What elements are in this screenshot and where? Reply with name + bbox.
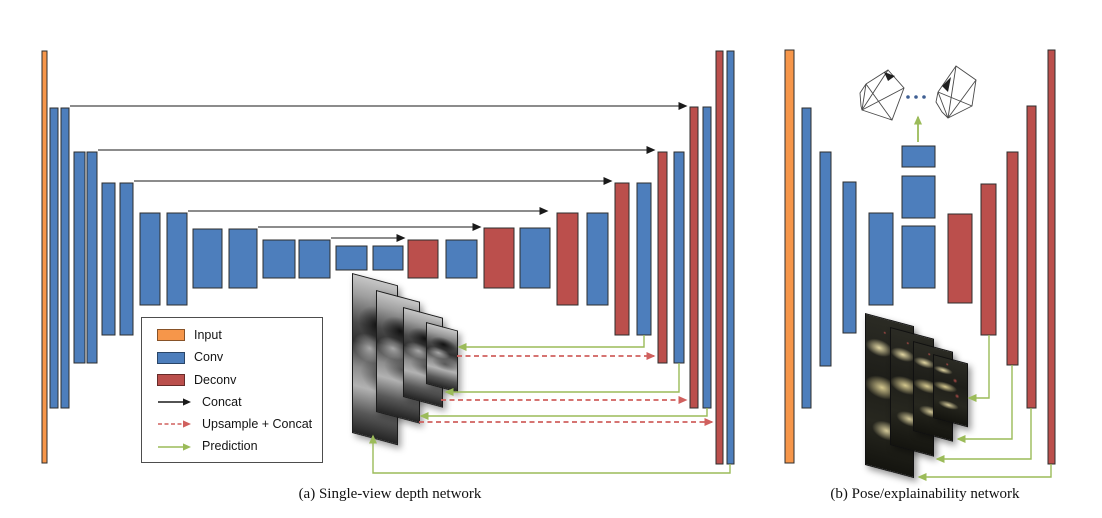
prediction-arrow [419,408,708,420]
conv-bar [673,151,685,364]
legend-item: Upsample + Concat [157,418,316,431]
conv-bar [49,107,59,409]
conv-bar [73,151,86,364]
conv-bar [101,182,116,336]
conv-bar [901,145,936,168]
legend-item: Conv [157,351,316,364]
conv-bar [119,182,134,336]
legend-item: Input [157,329,316,342]
deconv-bar [483,227,515,289]
conv-swatch [157,351,185,364]
deconv-bar [947,213,973,304]
prediction-arrow [917,464,1052,481]
deconv-bar [556,212,579,306]
conv-bar [60,107,70,409]
conv-bar [228,228,258,289]
conv-bar [819,151,832,367]
conv-bar [901,175,936,219]
depth-map-image [426,322,458,393]
legend-item: Deconv [157,374,316,387]
deconv-bar [1047,49,1056,465]
camera-frustum-icon [859,69,905,121]
caption-a: (a) Single-view depth network [298,486,482,502]
deconv-bar [614,182,630,336]
ellipsis-dot [914,95,918,99]
deconv-bar [407,239,439,279]
conv-bar [726,50,735,465]
conv-bar [586,212,609,306]
conv-bar [702,106,712,409]
input-swatch [157,329,185,342]
legend-item-label: Input [194,328,222,342]
camera-frustum-icon [935,65,977,119]
deconv-bar [657,151,668,364]
conv-bar [868,212,894,306]
deconv-bar [1006,151,1019,366]
conv-bar [192,228,223,289]
legend-item: Prediction [157,440,316,453]
legend-item: Concat [157,396,316,409]
deconv-swatch [157,373,185,386]
conv-bar [298,239,331,279]
conv-bar [335,245,368,271]
concat-arrow-icon [158,398,191,406]
deconv-bar [689,106,699,409]
explainability-mask-image [933,354,968,428]
prediction-arrow [369,434,731,474]
prediction-arrow [967,335,990,402]
deconv-bar [1026,105,1037,409]
conv-bar [636,182,652,336]
legend-item-label: Concat [202,394,242,409]
conv-bar [801,107,812,409]
conv-bar [86,151,98,364]
conv-bar [166,212,188,306]
legend-item-label: Conv [194,350,224,365]
ellipsis-dot [906,95,910,99]
upsample-arrow-icon [158,420,191,429]
conv-bar [372,245,404,271]
legend-item-label: Upsample + Concat [202,417,313,432]
conv-bar [139,212,161,306]
caption-b: (b) Pose/explainability network [830,486,1020,502]
conv-bar [262,239,296,279]
deconv-bar [980,183,997,336]
input-bar [784,49,795,464]
prediction-arrow-icon [158,443,191,451]
conv-bar [519,227,551,289]
input-bar [41,50,48,464]
conv-bar [445,239,478,279]
legend-item-label: Prediction [202,439,258,454]
prediction-arrow [444,363,680,396]
conv-bar [842,181,857,334]
legend-item-label: Deconv [194,372,237,387]
ellipsis-dot [922,95,926,99]
deconv-bar [715,50,724,465]
legend: Input Conv Deconv Concat Upsample + Concat Pr… [141,317,323,463]
conv-bar [901,225,936,289]
prediction-arrow [457,335,645,351]
